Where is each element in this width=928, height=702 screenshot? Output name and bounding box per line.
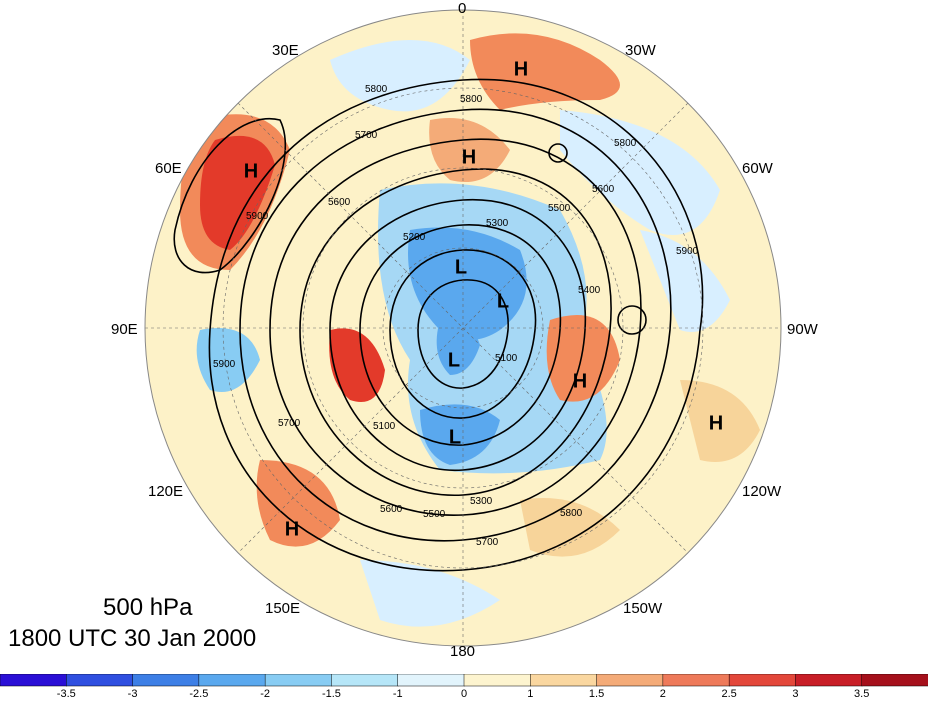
high-pressure-marker: H <box>244 160 258 182</box>
positive-anomaly-area <box>256 460 340 547</box>
negative-anomaly-area <box>420 404 500 465</box>
contour-label: 5700 <box>355 130 378 141</box>
lon-label-120w: 120W <box>742 483 782 500</box>
high-pressure-marker: H <box>573 370 587 392</box>
low-pressure-marker: L <box>448 349 460 371</box>
colorbar-tick-label: -3.5 <box>56 688 76 700</box>
graticule <box>145 10 781 646</box>
lon-label-0: 0 <box>458 0 467 17</box>
colorbar-tick-label: 1.5 <box>588 688 605 700</box>
colorbar-tick-label: -2 <box>260 688 271 700</box>
contour-label: 5300 <box>470 496 493 507</box>
colorbar-swatch <box>795 674 863 687</box>
lon-label-60e: 60E <box>155 160 182 177</box>
colorbar-tick-label: 3 <box>792 688 799 700</box>
contour-label: 5700 <box>278 418 301 429</box>
contour-label: 5500 <box>423 509 446 520</box>
colorbar-swatch <box>728 674 797 687</box>
low-pressure-marker: L <box>497 290 509 312</box>
negative-anomaly-area <box>436 319 480 375</box>
low-pressure-marker: L <box>455 256 467 278</box>
positive-anomaly-area <box>200 135 275 250</box>
colorbar-swatch <box>596 674 664 687</box>
colorbar-swatch <box>198 674 266 687</box>
contour-label: 5600 <box>328 197 351 208</box>
positive-anomaly-area <box>520 498 620 557</box>
colorbar-swatch <box>264 674 333 687</box>
contour-label: 5100 <box>495 353 518 364</box>
high-pressure-marker: H <box>285 518 299 540</box>
contour-label: 5900 <box>213 359 236 370</box>
colorbar-tick-label: 0 <box>460 688 468 700</box>
positive-anomaly-area <box>546 315 620 402</box>
contour-label: 5900 <box>676 246 699 257</box>
contour-label: 5900 <box>246 211 269 222</box>
positive-anomaly-area <box>470 33 620 111</box>
negative-anomaly-area <box>640 230 730 332</box>
colorbar-tick-label: -1.5 <box>321 688 341 700</box>
colorbar-tick-label: 2 <box>659 688 666 700</box>
lon-label-120e: 120E <box>148 483 184 500</box>
colorbar-tick-label: 2.5 <box>721 688 737 700</box>
contour-label: 5500 <box>548 203 571 214</box>
colorbar-swatch <box>331 674 399 687</box>
colorbar-tick-label: -2.5 <box>189 688 209 700</box>
lon-label-60w: 60W <box>742 160 773 177</box>
contour-label: 5800 <box>365 84 388 95</box>
colorbar-swatch <box>132 674 200 687</box>
colorbar-swatch <box>0 674 68 687</box>
contour-label: 5200 <box>403 232 426 243</box>
high-pressure-marker: H <box>462 146 476 168</box>
contour-label: 5800 <box>560 508 583 519</box>
lon-label-90w: 90W <box>787 321 818 338</box>
colorbar-tick-label: 3.5 <box>854 688 870 700</box>
level-caption: 500 hPa <box>103 594 193 621</box>
negative-anomaly-area <box>560 110 720 235</box>
negative-anomaly-area <box>360 560 500 627</box>
contour-label: 5300 <box>486 218 509 229</box>
positive-anomaly-area <box>429 118 510 182</box>
contour-label: 5600 <box>380 504 403 515</box>
lon-label-30e: 30E <box>272 42 299 59</box>
contour-label: 5400 <box>578 285 601 296</box>
lon-label-30w: 30W <box>625 42 656 59</box>
colorbar-swatch <box>861 674 928 687</box>
lon-label-150w: 150W <box>623 600 663 617</box>
contour-label: 5600 <box>592 184 615 195</box>
contour-label: 5700 <box>476 537 499 548</box>
colorbar-tick-label: 1 <box>527 688 534 700</box>
high-pressure-marker: H <box>514 58 528 80</box>
lon-label-180: 180 <box>450 643 476 660</box>
lon-label-150e: 150E <box>265 600 301 617</box>
map-boundary <box>144 9 782 647</box>
colorbar-swatch <box>397 674 465 687</box>
contour-label: 5800 <box>614 138 637 149</box>
high-pressure-marker: H <box>709 412 723 434</box>
colorbar-swatch <box>463 674 532 687</box>
low-pressure-marker: L <box>449 426 461 448</box>
lon-label-90e: 90E <box>111 321 138 338</box>
time-caption: 1800 UTC 30 Jan 2000 <box>8 625 257 652</box>
colorbar-tick-label: -1 <box>392 688 403 700</box>
negative-anomaly-area <box>330 40 470 112</box>
colorbar <box>0 674 928 687</box>
colorbar-swatch <box>662 674 730 687</box>
colorbar-swatch <box>530 674 598 687</box>
positive-anomaly-area <box>680 380 760 462</box>
contour-label: 5800 <box>460 94 483 105</box>
colorbar-tick-label: -3 <box>127 688 138 700</box>
contour-label: 5100 <box>373 421 396 432</box>
colorbar-swatch <box>66 674 134 687</box>
